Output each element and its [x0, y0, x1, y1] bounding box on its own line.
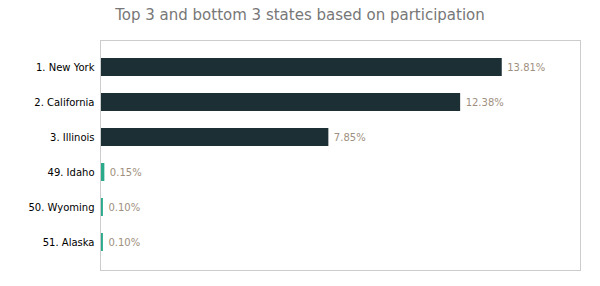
html-text:Top 3 and bottom 3 states base: Top 3 and bottom 3 states based on parti…	[115, 6, 485, 24]
svg-text:0.10%: 0.10%	[108, 202, 140, 213]
svg-text:2. California: 2. California	[34, 97, 94, 108]
svg-text:3. Illinois: 3. Illinois	[50, 132, 94, 143]
svg-text:13.81%: 13.81%	[507, 62, 545, 73]
svg-text:1. New York: 1. New York	[36, 62, 95, 73]
svg-text:50. Wyoming: 50. Wyoming	[28, 202, 94, 213]
svg-text:51. Alaska: 51. Alaska	[43, 237, 95, 248]
svg-text:7.85%: 7.85%	[334, 132, 366, 143]
svg-text:12.38%: 12.38%	[466, 97, 504, 108]
svg-text:49. Idaho: 49. Idaho	[48, 167, 95, 178]
svg-text:0.10%: 0.10%	[108, 237, 140, 248]
svg-text:0.15%: 0.15%	[110, 167, 142, 178]
